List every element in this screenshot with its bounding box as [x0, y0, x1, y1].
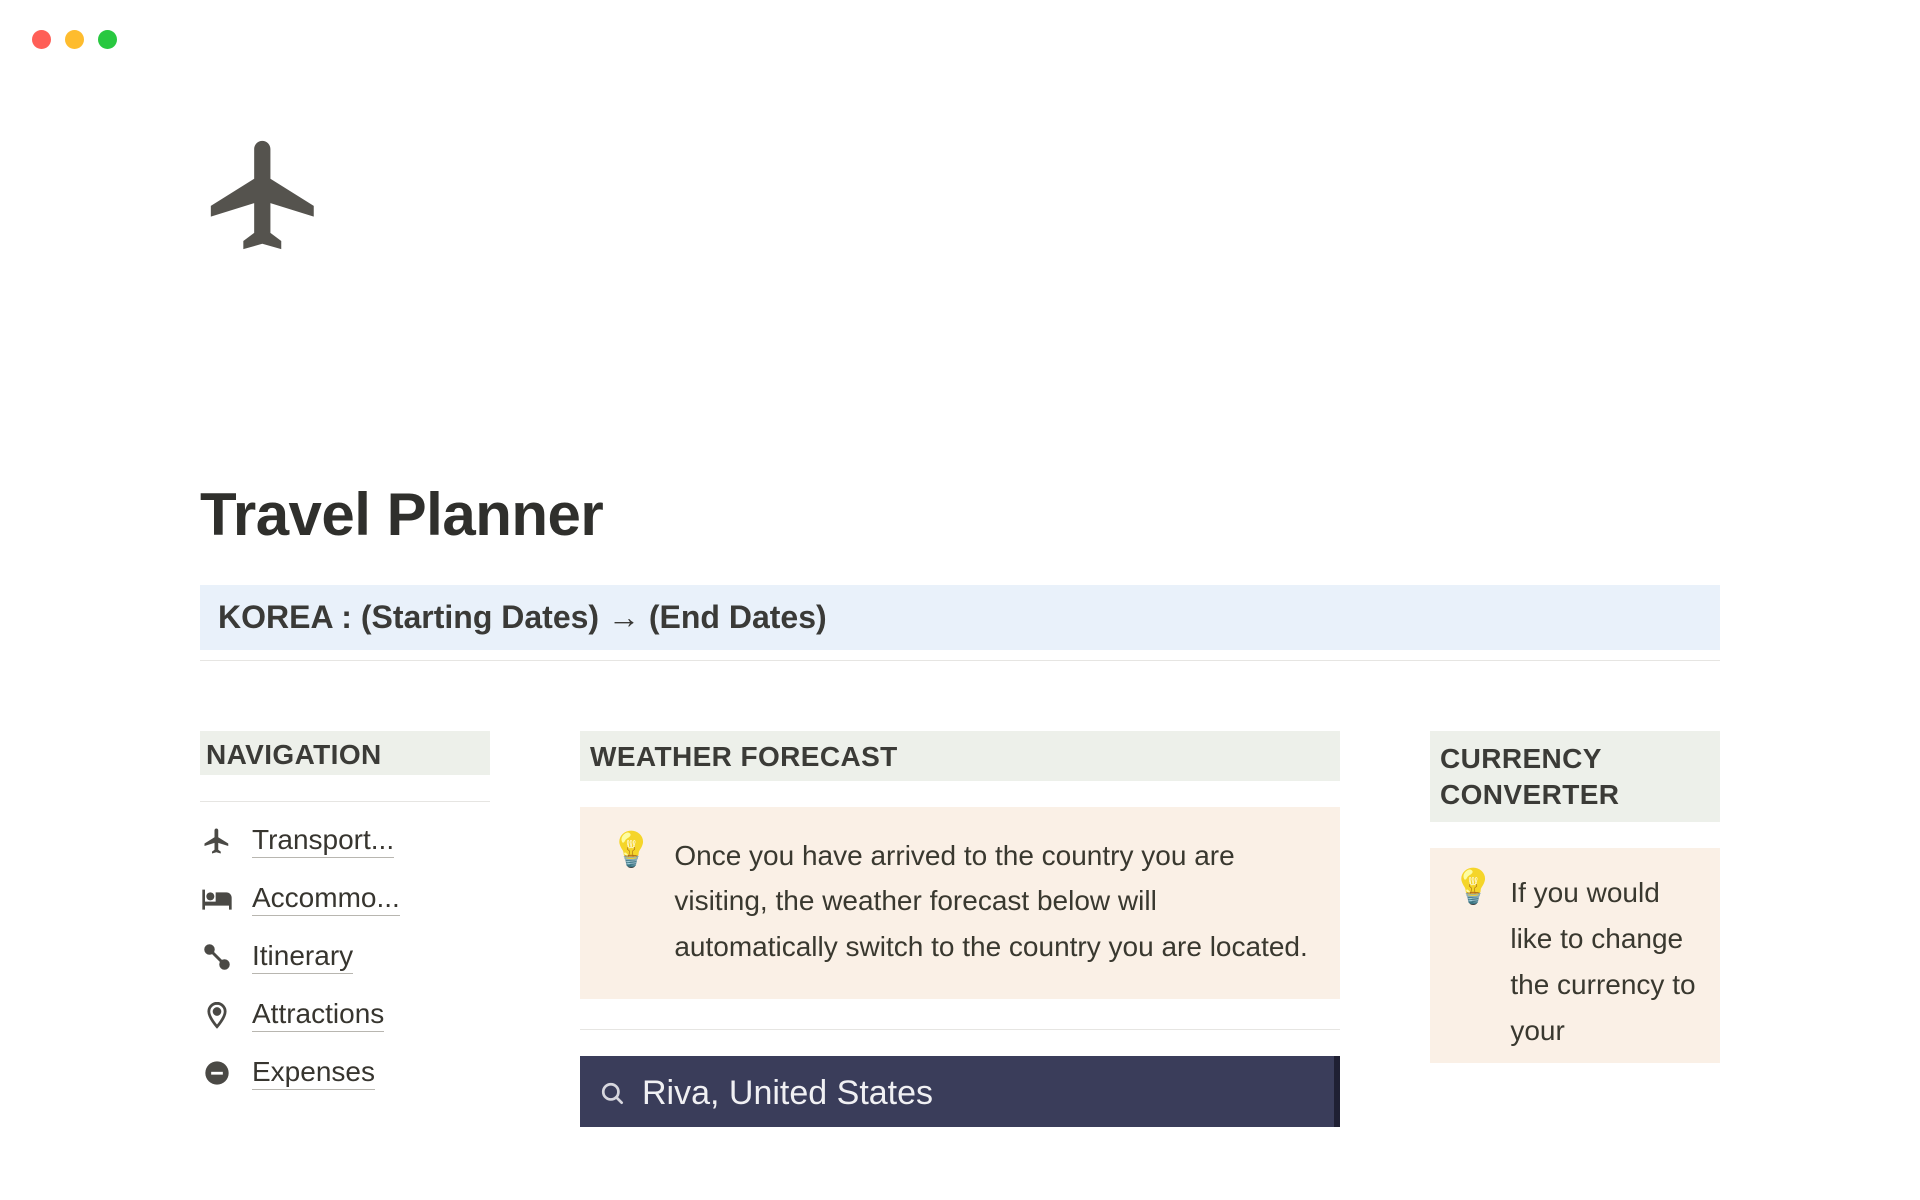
- nav-label: Itinerary: [252, 940, 353, 974]
- lightbulb-icon: 💡: [1452, 870, 1494, 1054]
- weather-search-input[interactable]: Riva, United States: [580, 1056, 1340, 1127]
- nav-label: Accommo...: [252, 882, 400, 916]
- window-controls: [32, 30, 117, 49]
- nav-item-transportation[interactable]: Transport...: [200, 824, 490, 858]
- airplane-icon: [200, 824, 234, 858]
- lightbulb-icon: 💡: [610, 833, 652, 969]
- navigation-header: NAVIGATION: [200, 731, 490, 775]
- weather-callout: 💡 Once you have arrived to the country y…: [580, 807, 1340, 999]
- navigation-column: NAVIGATION Transport... Accommo... Itine…: [200, 731, 490, 1114]
- minus-circle-icon: [200, 1056, 234, 1090]
- window-maximize-button[interactable]: [98, 30, 117, 49]
- page-title: Travel Planner: [200, 480, 1720, 549]
- page-content: Travel Planner KOREA : (Starting Dates) …: [200, 260, 1720, 1127]
- airplane-icon: [200, 130, 330, 265]
- columns: NAVIGATION Transport... Accommo... Itine…: [200, 731, 1720, 1127]
- bed-icon: [200, 882, 234, 916]
- window-close-button[interactable]: [32, 30, 51, 49]
- date-banner[interactable]: KOREA : (Starting Dates) → (End Dates): [200, 585, 1720, 650]
- search-icon: [600, 1081, 626, 1107]
- weather-header: WEATHER FORECAST: [580, 731, 1340, 781]
- currency-column: CURRENCY CONVERTER 💡 If you would like t…: [1430, 731, 1720, 1063]
- weather-column: WEATHER FORECAST 💡 Once you have arrived…: [580, 731, 1340, 1127]
- nav-label: Expenses: [252, 1056, 375, 1090]
- map-pin-icon: [200, 998, 234, 1032]
- divider: [200, 801, 490, 802]
- weather-search-value: Riva, United States: [642, 1074, 933, 1113]
- nav-item-attractions[interactable]: Attractions: [200, 998, 490, 1032]
- nav-label: Attractions: [252, 998, 384, 1032]
- currency-callout: 💡 If you would like to change the curren…: [1430, 848, 1720, 1064]
- currency-callout-text: If you would like to change the currency…: [1510, 870, 1698, 1054]
- window-minimize-button[interactable]: [65, 30, 84, 49]
- nav-item-itinerary[interactable]: Itinerary: [200, 940, 490, 974]
- divider: [580, 1029, 1340, 1030]
- currency-header: CURRENCY CONVERTER: [1430, 731, 1720, 822]
- nav-item-expenses[interactable]: Expenses: [200, 1056, 490, 1090]
- route-icon: [200, 940, 234, 974]
- divider: [200, 660, 1720, 661]
- nav-item-accommodation[interactable]: Accommo...: [200, 882, 490, 916]
- nav-label: Transport...: [252, 824, 394, 858]
- weather-callout-text: Once you have arrived to the country you…: [674, 833, 1310, 969]
